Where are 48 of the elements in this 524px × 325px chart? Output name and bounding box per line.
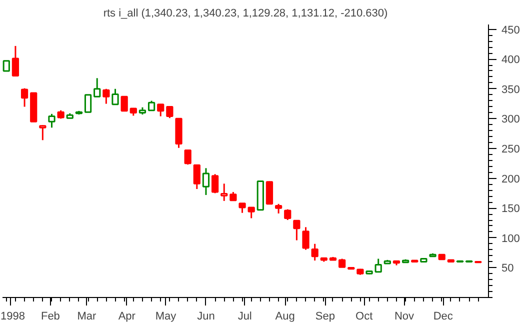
x-tick-label: Mar bbox=[77, 310, 97, 322]
candlestick bbox=[211, 173, 219, 194]
candlestick bbox=[48, 113, 56, 128]
candlestick bbox=[302, 226, 310, 251]
y-tick-label: 50 bbox=[502, 262, 514, 275]
candlestick bbox=[274, 203, 282, 214]
x-tick-label: Feb bbox=[40, 310, 60, 322]
x-tick-label: Dec bbox=[433, 310, 454, 322]
candlestick bbox=[94, 77, 101, 98]
candlestick bbox=[39, 124, 46, 141]
candlestick bbox=[374, 258, 382, 273]
candlestick bbox=[266, 180, 274, 205]
x-tick-label: Jul bbox=[238, 310, 252, 322]
x-tick-label: Oct bbox=[356, 310, 373, 322]
y-tick-label: 400 bbox=[502, 54, 520, 66]
x-tick-label: Nov bbox=[394, 310, 415, 322]
candlestick bbox=[193, 164, 200, 190]
candlestick bbox=[148, 100, 156, 112]
y-tick-label: 250 bbox=[502, 143, 520, 156]
x-tick-label: Jun bbox=[197, 310, 215, 322]
x-tick-label: Apr bbox=[118, 310, 136, 322]
chart-title: rts i_all (1,340.23, 1,340.23, 1,129.28, 1,131.12, -210.630) bbox=[103, 8, 388, 20]
candlestick bbox=[202, 167, 210, 196]
y-tick-label: 350 bbox=[502, 84, 520, 96]
x-tick-label: Aug bbox=[275, 310, 295, 322]
candlestick bbox=[248, 206, 255, 219]
y-tick-label: 450 bbox=[502, 24, 520, 36]
x-tick-label: Sep bbox=[315, 310, 335, 322]
y-tick-label: 300 bbox=[502, 114, 520, 126]
candlestick bbox=[166, 106, 174, 119]
y-tick-label: 100 bbox=[502, 232, 520, 245]
candlestick bbox=[12, 45, 20, 77]
candlestick bbox=[2, 60, 10, 72]
candlestick bbox=[293, 220, 300, 242]
candlestick bbox=[184, 150, 192, 166]
candlestick bbox=[238, 202, 246, 214]
x-tick-label: 1998 bbox=[0, 310, 25, 322]
candlestick bbox=[157, 104, 164, 118]
candlestick bbox=[220, 182, 228, 202]
candlestick bbox=[112, 88, 119, 106]
candlestick bbox=[120, 96, 128, 112]
candlestick bbox=[102, 88, 110, 105]
candlestick bbox=[311, 243, 318, 262]
x-tick-label: May bbox=[155, 310, 177, 322]
y-tick-label: 150 bbox=[502, 203, 520, 216]
candlestick bbox=[84, 94, 92, 113]
y-tick-label: 200 bbox=[502, 173, 520, 186]
candlestick bbox=[20, 88, 28, 108]
